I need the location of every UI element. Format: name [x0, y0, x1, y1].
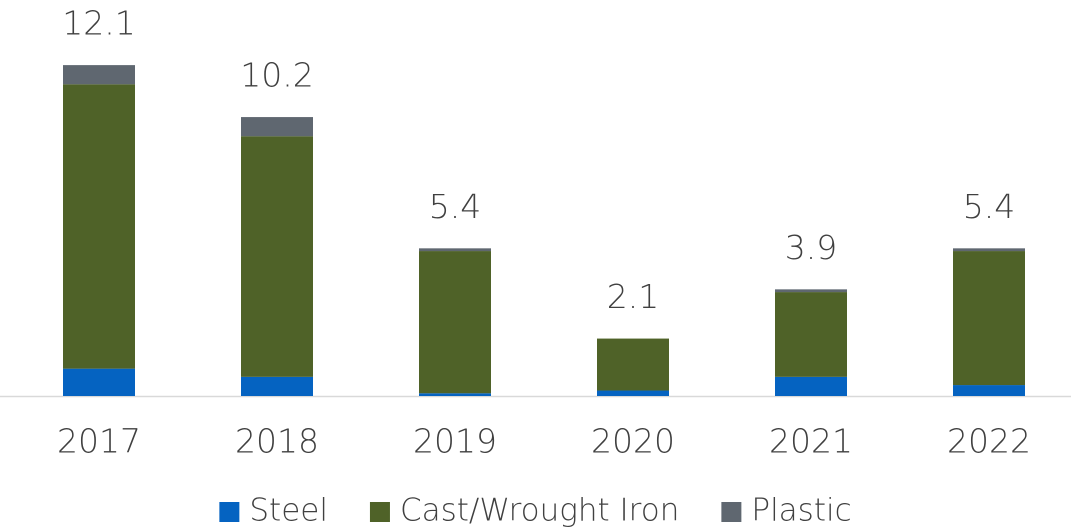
legend-label: Plastic [751, 493, 851, 529]
x-tick-label: 2021 [769, 422, 853, 461]
total-label: 5.4 [429, 187, 481, 226]
legend-swatch [721, 502, 742, 522]
legend-swatch [219, 502, 240, 522]
total-label: 2.1 [607, 277, 659, 316]
bar-segment [419, 248, 491, 252]
legend-item: Plastic [721, 493, 852, 529]
legend-label: Steel [249, 493, 328, 529]
bar-segment [241, 376, 313, 396]
bar-segment [775, 376, 847, 396]
bar-segment [419, 393, 491, 396]
x-tick-label: 2018 [235, 422, 319, 461]
legend-item: Steel [219, 493, 328, 529]
bar-segment [953, 248, 1025, 252]
bar-segment [63, 368, 135, 396]
legend-item: Cast/Wrought Iron [369, 493, 679, 529]
bar-segment [953, 251, 1025, 386]
x-tick-label: 2017 [57, 422, 141, 461]
x-tick-label: 2020 [591, 422, 675, 461]
total-label: 5.4 [963, 187, 1015, 226]
total-label: 12.1 [62, 4, 135, 43]
bar-segment [597, 390, 669, 396]
bar-segment [241, 136, 313, 377]
bar-segment [63, 84, 135, 369]
bar-segment [775, 292, 847, 377]
bar-segment [241, 117, 313, 137]
bar-segment [419, 251, 491, 394]
bar-segment [63, 65, 135, 85]
bar-segment [775, 289, 847, 293]
legend-label: Cast/Wrought Iron [400, 493, 679, 529]
bar-segment [953, 385, 1025, 396]
bar-segment [597, 338, 669, 391]
total-label: 3.9 [785, 228, 837, 267]
x-tick-label: 2019 [413, 422, 497, 461]
legend-swatch [369, 502, 390, 522]
x-tick-label: 2022 [947, 422, 1031, 461]
total-label: 10.2 [240, 56, 313, 95]
